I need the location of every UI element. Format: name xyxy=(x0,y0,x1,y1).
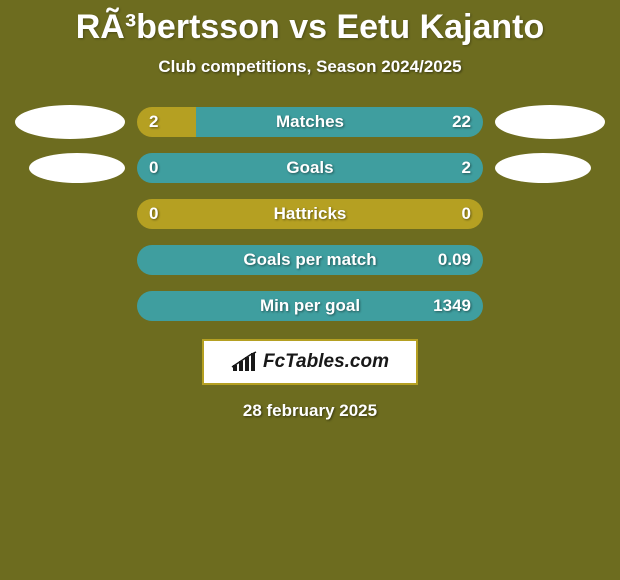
stat-right-value: 0 xyxy=(462,199,471,229)
logo-box: FcTables.com xyxy=(202,339,418,385)
stat-rows: Matches222Goals02Hattricks00Goals per ma… xyxy=(0,107,620,321)
stat-label: Matches xyxy=(276,107,344,137)
stat-bar: Hattricks 0 0 xyxy=(137,199,483,229)
right-ellipse xyxy=(495,105,605,139)
stat-bar: Matches222 xyxy=(137,107,483,137)
stat-right-value: 0.09 xyxy=(438,245,471,275)
right-ellipse xyxy=(495,153,591,183)
stat-label: Goals per match xyxy=(243,245,376,275)
stat-row: Goals per match 0.09 xyxy=(0,245,620,275)
stat-bar: Min per goal 1349 xyxy=(137,291,483,321)
stat-row: Hattricks 0 0 xyxy=(0,199,620,229)
stat-row: Goals 0 2 xyxy=(0,153,620,183)
stat-right-value: 22 xyxy=(452,107,471,137)
subtitle: Club competitions, Season 2024/2025 xyxy=(0,57,620,77)
logo-text: FcTables.com xyxy=(263,351,389,373)
stat-row: Matches222 xyxy=(0,107,620,137)
comparison-infographic: RÃ³bertsson vs Eetu Kajanto Club competi… xyxy=(0,0,620,580)
stat-left-value: 0 xyxy=(149,199,158,229)
bar-chart-icon xyxy=(231,351,259,373)
bar-left-fill xyxy=(137,107,196,137)
stat-label: Min per goal xyxy=(260,291,360,321)
stat-bar: Goals 0 2 xyxy=(137,153,483,183)
stat-label: Hattricks xyxy=(274,199,347,229)
stat-right-value: 1349 xyxy=(433,291,471,321)
page-title: RÃ³bertsson vs Eetu Kajanto xyxy=(0,8,620,47)
stat-bar: Goals per match 0.09 xyxy=(137,245,483,275)
stat-left-value: 2 xyxy=(149,107,158,137)
stat-row: Min per goal 1349 xyxy=(0,291,620,321)
stat-label: Goals xyxy=(286,153,333,183)
stat-left-value: 0 xyxy=(149,153,158,183)
left-ellipse xyxy=(15,105,125,139)
stat-right-value: 2 xyxy=(462,153,471,183)
left-ellipse xyxy=(29,153,125,183)
date-line: 28 february 2025 xyxy=(0,401,620,421)
